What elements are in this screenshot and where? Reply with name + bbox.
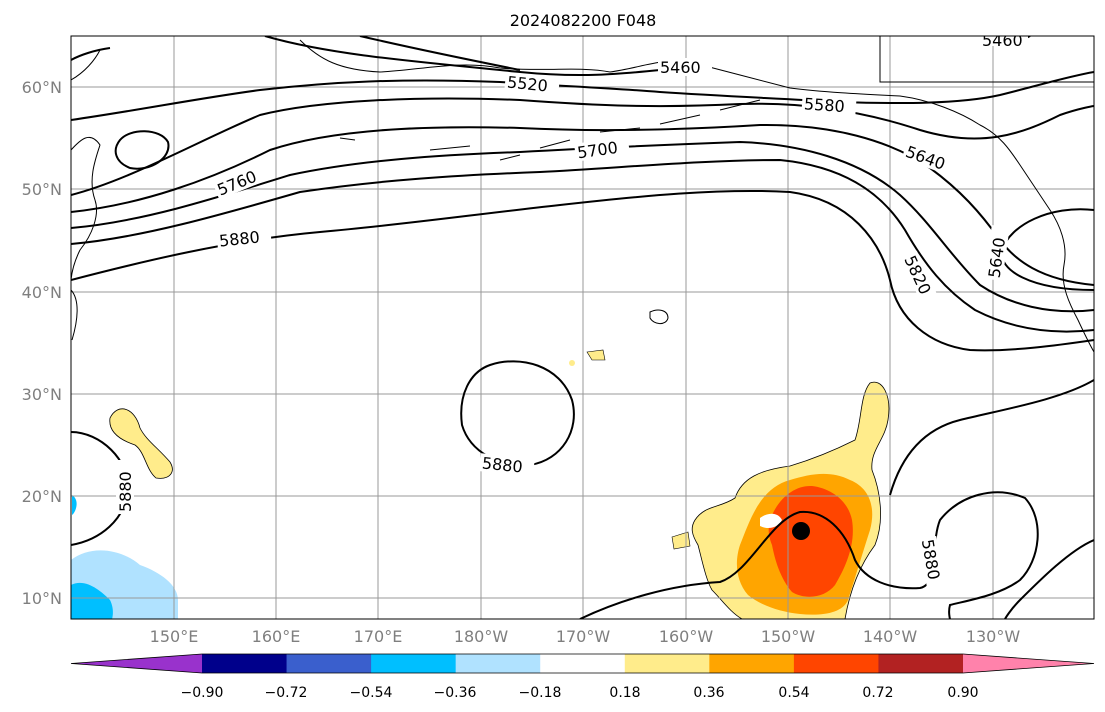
lat-label: 40°N — [22, 283, 62, 302]
contour-label: 5460 — [660, 58, 701, 77]
map-title: 2024082200 F048 — [510, 11, 657, 30]
lat-label: 20°N — [22, 487, 62, 506]
colorbar-segment — [624, 654, 710, 673]
colorbar-tick-label: 0.72 — [862, 685, 893, 701]
colorbar-tick-label: −0.72 — [265, 685, 308, 701]
lon-label: 150°E — [150, 627, 199, 646]
lon-label: 160°E — [252, 627, 301, 646]
colorbar-tick-label: 0.36 — [693, 685, 724, 701]
colorbar-tick-label: 0.54 — [778, 685, 809, 701]
map-frame — [70, 35, 1095, 620]
colorbar-segment — [202, 654, 288, 673]
longitude-labels: 150°E 160°E 170°E 180°W 170°W 160°W 150°… — [150, 627, 1021, 646]
lon-label: 180°W — [454, 627, 509, 646]
colorbar-segment — [540, 654, 626, 673]
colorbar-segment — [286, 654, 372, 673]
lat-label: 10°N — [22, 589, 62, 608]
colorbar-segment — [878, 654, 964, 673]
colorbar-segment — [793, 654, 879, 673]
contour-labels: 5460 5520 5580 5640 5700 5760 5820 5880 … — [116, 31, 1028, 593]
lat-label: 50°N — [22, 180, 62, 199]
contour-label: 5880 — [116, 471, 135, 512]
lon-label: 130°W — [966, 627, 1021, 646]
colorbar-tick-label: 0.18 — [609, 685, 640, 701]
lat-label: 60°N — [22, 78, 62, 97]
map-area: 5460 5520 5580 5640 5700 5760 5820 5880 … — [71, 31, 1094, 619]
lon-label: 140°W — [863, 627, 918, 646]
colorbar-tick-labels: −0.90 −0.72 −0.54 −0.36 −0.18 0.18 0.36 … — [181, 685, 979, 701]
lon-label: 170°W — [556, 627, 611, 646]
lon-label: 160°W — [659, 627, 714, 646]
colorbar-tick-label: −0.18 — [519, 685, 562, 701]
colorbar-extend-high — [963, 654, 1094, 673]
negative-anomaly-shading — [71, 495, 178, 619]
storm-center-marker — [792, 522, 810, 540]
lon-label: 170°E — [354, 627, 403, 646]
latitude-labels: 60°N 50°N 40°N 30°N 20°N 10°N — [22, 78, 62, 608]
contour-label: 5460 — [982, 31, 1023, 50]
colorbar-segment — [455, 654, 541, 673]
height-contours — [71, 36, 1094, 619]
colorbar-segment — [709, 654, 795, 673]
contour-label: 5580 — [803, 94, 845, 116]
lon-label: 150°W — [761, 627, 816, 646]
colorbar-segment — [371, 654, 457, 673]
graticule — [71, 36, 1094, 619]
colorbar-tick-label: 0.90 — [947, 685, 978, 701]
contour-label: 5880 — [218, 227, 260, 250]
colorbar-tick-label: −0.54 — [350, 685, 393, 701]
contour-label: 5520 — [506, 72, 548, 95]
lat-label: 30°N — [22, 385, 62, 404]
colorbar-tick-label: −0.36 — [434, 685, 477, 701]
colorbar-tick-label: −0.90 — [181, 685, 224, 701]
positive-anomaly-shading — [109, 349, 890, 619]
colorbar-extend-low — [71, 654, 202, 673]
colorbar — [70, 653, 1095, 674]
colorbar-outline — [70, 653, 1095, 674]
contour-label: 5880 — [481, 453, 523, 476]
